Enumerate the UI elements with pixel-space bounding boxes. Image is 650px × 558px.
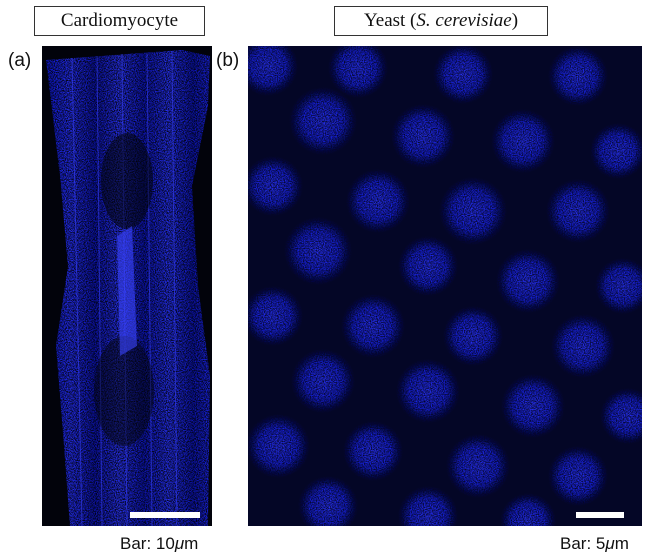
panel-a-title-text: Cardiomyocyte <box>60 10 179 31</box>
panel-b-title-main: Yeast ( <box>363 10 417 31</box>
panel-b-label: (b) <box>216 50 240 71</box>
panel-a-scalebar-caption: Bar: 10μm <box>120 534 198 554</box>
yeast-cells <box>248 46 642 526</box>
panel-b-scalebar-mu: μ <box>605 534 615 553</box>
panel-b-title-close: ) <box>511 10 519 31</box>
cardiomyocyte-micrograph <box>42 46 212 526</box>
panel-a-label: (a) <box>8 50 32 71</box>
yeast-image <box>248 46 642 526</box>
panel-b-scalebar-value: Bar: 5 <box>560 534 606 553</box>
panel-a-title: Cardiomyocyte <box>34 6 205 36</box>
panel-b-title: Yeast (S. cerevisiae) <box>334 6 548 36</box>
yeast-micrograph <box>248 46 642 526</box>
panel-a-scalebar-mu: μ <box>174 534 185 553</box>
panel-b-scalebar <box>576 512 624 518</box>
panel-b-scalebar-caption: Bar: 5μm <box>560 534 629 554</box>
panel-b-title-species: S. cerevisiae <box>416 10 512 31</box>
panel-a-scalebar-unit: m <box>184 534 199 553</box>
panel-b-scalebar-unit: m <box>614 534 629 553</box>
panel-a-scalebar-value: Bar: 10 <box>120 534 175 553</box>
panel-a-scalebar <box>130 512 200 518</box>
cardiomyocyte-image <box>42 46 212 526</box>
